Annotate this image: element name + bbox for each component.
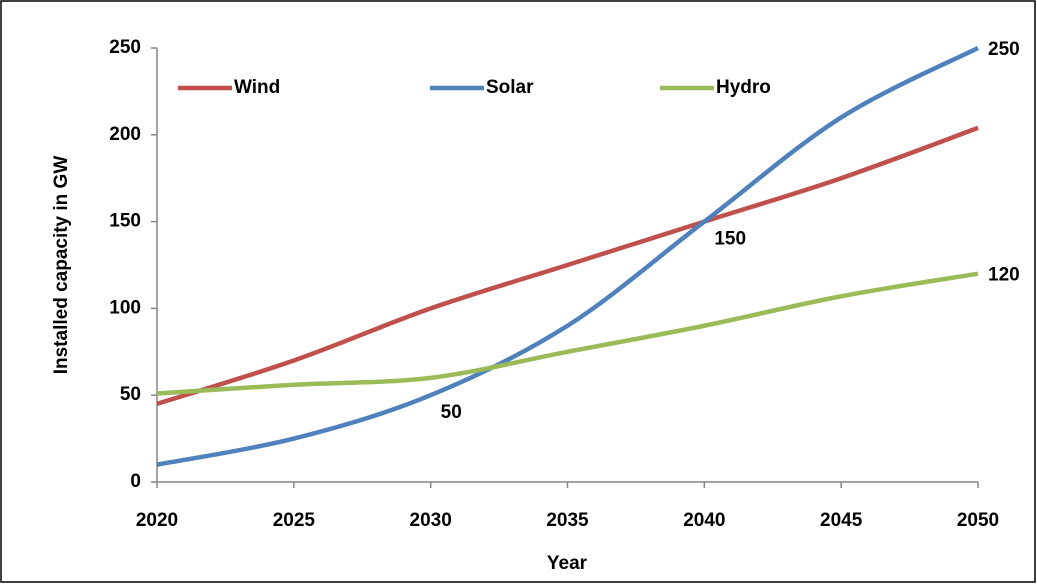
x-tick-label: 2020 <box>136 510 178 531</box>
x-tick-label: 2045 <box>820 510 863 531</box>
line <box>156 271 979 396</box>
legend-label: Hydro <box>716 77 771 98</box>
x-tick-label: 2040 <box>683 510 725 531</box>
y-tick-label: 150 <box>109 211 141 232</box>
line <box>156 125 979 407</box>
x-tick-label: 2035 <box>546 510 589 531</box>
y-tick-label: 250 <box>109 37 141 58</box>
legend-label: Solar <box>486 77 534 98</box>
x-tick-label: 2025 <box>273 510 316 531</box>
x-tick-label: 2050 <box>957 510 999 531</box>
data-label: 250 <box>988 39 1020 60</box>
data-label: 150 <box>714 229 746 250</box>
y-tick-label: 50 <box>120 384 141 405</box>
y-axis-title: Installed capacity in GW <box>51 156 72 375</box>
y-tick-label: 100 <box>109 297 141 318</box>
y-tick-label: 200 <box>109 124 141 145</box>
x-tick-label: 2030 <box>410 510 452 531</box>
line <box>156 45 980 467</box>
data-label: 50 <box>441 402 462 423</box>
legend-label: Wind <box>234 77 280 98</box>
data-label: 120 <box>988 265 1020 286</box>
y-tick-label: 0 <box>130 471 141 492</box>
x-axis-title: Year <box>547 553 588 574</box>
